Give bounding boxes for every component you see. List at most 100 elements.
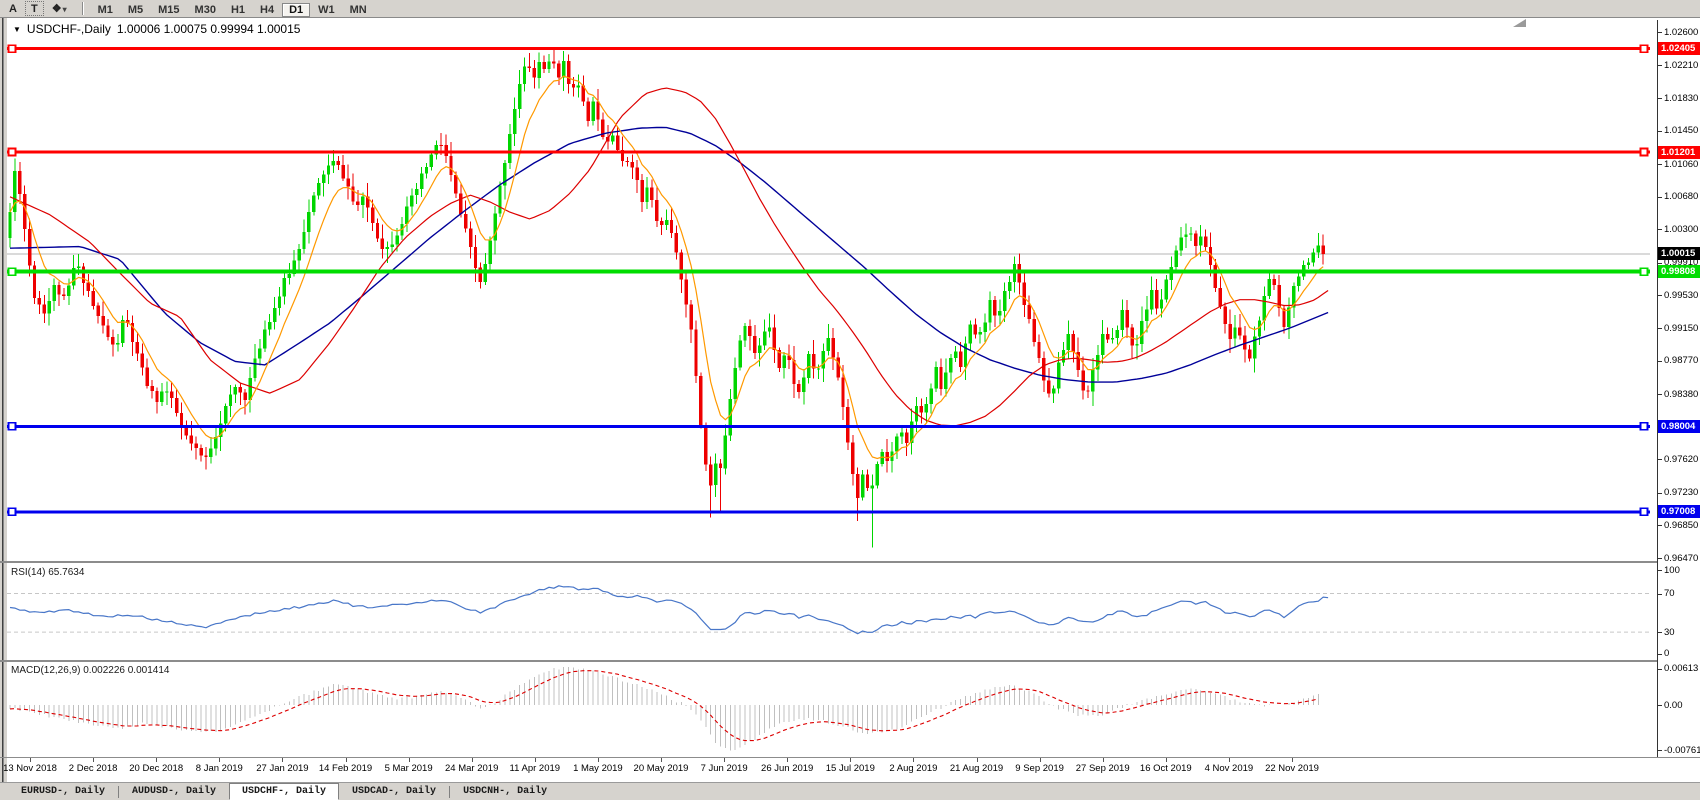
date-tick-mark <box>850 758 852 762</box>
axis-tick-mark <box>1658 459 1662 461</box>
date-tick-label: 2 Dec 2018 <box>68 763 118 774</box>
rsi-tick-label: 30 <box>1664 626 1675 638</box>
axis-tick-mark <box>1658 570 1662 571</box>
date-tick-label: 22 Nov 2019 <box>1265 763 1319 774</box>
price-line-label: 1.00015 <box>1658 247 1700 261</box>
line-handle[interactable] <box>1639 147 1649 157</box>
date-tick-mark <box>408 758 410 762</box>
timeframe-button-m1[interactable]: M1 <box>97 3 113 16</box>
axis-tick-mark <box>1658 653 1662 655</box>
rsi-line <box>9 585 1329 635</box>
price-line-label: 1.02405 <box>1658 42 1700 56</box>
price-tick-label: 0.96470 <box>1664 552 1699 564</box>
top-toolbar: A T ❖▾ M1 M5 M15 M30 H1 H4 D1 W1 MN <box>0 0 1700 18</box>
text-label-tool-button[interactable]: A <box>9 3 17 15</box>
date-tick-mark <box>345 758 347 762</box>
line-handle[interactable] <box>7 267 17 276</box>
price-chart-pane[interactable] <box>7 20 1657 561</box>
chart-tab-bar: EURUSD-, Daily AUDUSD-, Daily USDCHF-, Dai… <box>0 782 1700 800</box>
date-tick-mark <box>597 758 599 762</box>
text-tool-button[interactable]: T <box>24 1 44 16</box>
price-tick-label: 0.98770 <box>1664 355 1699 367</box>
axis-tick-mark <box>1658 492 1662 494</box>
axis-tick-mark <box>1658 750 1662 752</box>
macd-signal-line <box>9 670 1319 742</box>
date-tick-mark <box>1165 758 1167 762</box>
date-tick-mark <box>913 758 915 762</box>
chart-symbol-label: USDCHF-,Daily <box>26 22 111 36</box>
ma-slow-line <box>9 126 1329 383</box>
timeframe-button-h1[interactable]: H1 <box>230 3 246 16</box>
timeframe-button-m5[interactable]: M5 <box>127 3 144 16</box>
line-handle[interactable] <box>1639 44 1649 54</box>
axis-tick-mark <box>1658 130 1662 132</box>
price-tick-label: 0.97620 <box>1664 453 1699 465</box>
axis-tick-mark <box>1658 632 1662 634</box>
line-handle[interactable] <box>7 44 17 54</box>
timeframe-button-w1[interactable]: W1 <box>318 3 335 16</box>
price-axis[interactable]: 1.02600 1.02210 1.01830 1.01450 1.01060 1.006… <box>1657 20 1700 757</box>
candlestick-series <box>8 50 1325 548</box>
macd-tick-label: -0.00761 <box>1664 744 1700 756</box>
timeframe-button-m30[interactable]: M30 <box>194 3 216 16</box>
pane-divider[interactable] <box>0 660 1700 662</box>
chart-tab-usdcnh[interactable]: USDCNH-, Daily <box>463 786 548 797</box>
line-handle[interactable] <box>1639 507 1649 517</box>
chart-tab-usdcad[interactable]: USDCAD-, Daily <box>352 786 437 797</box>
date-tick-label: 14 Feb 2019 <box>318 763 373 774</box>
timeframe-button-group: M1 M5 M15 M30 H1 H4 D1 W1 MN <box>91 0 375 18</box>
axis-tick-mark <box>1658 525 1662 527</box>
splitter-groove-icon <box>2 18 4 782</box>
date-tick-mark <box>661 758 662 762</box>
date-tick-mark <box>534 758 536 762</box>
tab-separator <box>118 786 120 798</box>
date-tick-label: 7 Jun 2019 <box>700 763 748 774</box>
axis-tick-mark <box>1658 705 1662 706</box>
price-tick-label: 1.02210 <box>1664 59 1699 71</box>
rsi-label: RSI(14) 65.7634 <box>11 567 85 578</box>
symbol-dropdown-icon[interactable]: ▼ <box>13 24 21 34</box>
pane-divider[interactable] <box>0 561 1700 563</box>
price-tick-label: 0.96850 <box>1664 519 1699 531</box>
date-tick-label: 5 Mar 2019 <box>384 763 433 774</box>
timeframe-button-d1[interactable]: D1 <box>282 2 311 17</box>
axis-tick-mark <box>1658 295 1662 297</box>
date-tick-label: 27 Jan 2019 <box>256 763 309 774</box>
chart-tab-audusd[interactable]: AUDUSD-, Daily <box>132 786 217 797</box>
rsi-indicator-pane[interactable] <box>7 563 1657 660</box>
date-axis[interactable]: 13 Nov 2018 2 Dec 2018 20 Dec 2018 8 Jan 20… <box>3 758 1700 782</box>
arrows-tool-button[interactable]: ❖▾ <box>46 1 73 16</box>
line-handle[interactable] <box>1639 422 1649 431</box>
price-tick-label: 0.99530 <box>1664 289 1699 301</box>
axis-tick-mark <box>1658 32 1662 33</box>
line-handle[interactable] <box>1639 267 1649 276</box>
line-handle[interactable] <box>7 147 17 157</box>
left-splitter[interactable] <box>0 18 7 782</box>
price-tick-label: 1.01450 <box>1664 125 1699 137</box>
price-tick-label: 1.01060 <box>1664 158 1699 170</box>
timeframe-button-h4[interactable]: H4 <box>260 3 275 16</box>
rsi-tick-label: 70 <box>1664 588 1675 599</box>
chart-tab-usdchf[interactable]: USDCHF-, Daily <box>229 783 340 800</box>
date-tick-mark <box>1102 758 1104 762</box>
chart-tab-eurusd[interactable]: EURUSD-, Daily <box>21 786 106 797</box>
price-tick-label: 0.99150 <box>1664 322 1699 334</box>
timeframe-button-m15[interactable]: M15 <box>158 3 180 16</box>
line-handle[interactable] <box>7 507 17 517</box>
axis-tick-mark <box>1658 668 1662 670</box>
rsi-tick-label: 0 <box>1664 648 1670 659</box>
axis-tick-mark <box>1658 196 1662 198</box>
timeframe-button-mn[interactable]: MN <box>349 3 367 16</box>
pane-divider <box>0 757 1700 758</box>
date-tick-label: 20 Dec 2018 <box>129 763 184 774</box>
chevron-down-icon: ▾ <box>62 5 67 14</box>
macd-indicator-pane[interactable] <box>7 662 1657 757</box>
line-handle[interactable] <box>7 422 17 431</box>
date-tick-mark <box>219 758 221 762</box>
date-tick-mark <box>724 758 726 762</box>
chart-shift-marker[interactable] <box>1513 19 1526 27</box>
price-line-label: 0.97008 <box>1658 505 1700 519</box>
macd-tick-label: 0.00 <box>1664 699 1683 711</box>
date-tick-label: 24 Mar 2019 <box>445 763 499 774</box>
